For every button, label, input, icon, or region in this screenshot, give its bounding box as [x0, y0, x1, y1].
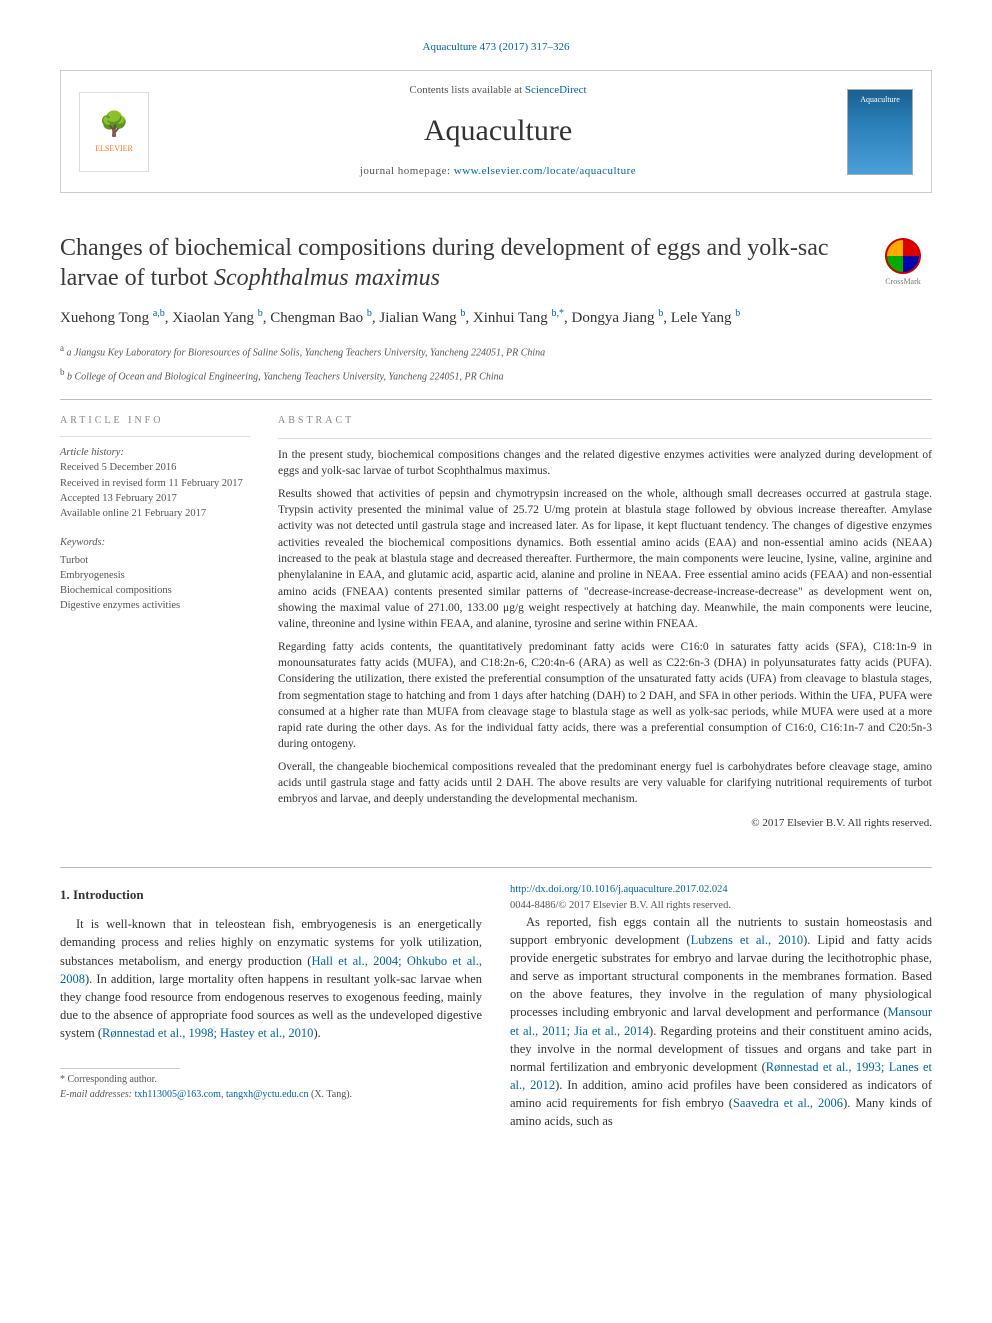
abstract-heading: abstract: [278, 414, 932, 428]
affiliation-a: a a Jiangsu Key Laboratory for Bioresour…: [60, 342, 932, 360]
sciencedirect-link[interactable]: ScienceDirect: [525, 84, 587, 96]
abstract-p3: Regarding fatty acids contents, the quan…: [278, 639, 932, 753]
intro-p1: It is well-known that in teleostean fish…: [60, 915, 482, 1042]
keyword-3: Digestive enzymes activities: [60, 598, 250, 613]
email-link-1[interactable]: txh113005@163.com: [135, 1089, 221, 1100]
email-label: E-mail addresses:: [60, 1089, 135, 1100]
elsevier-logo: 🌳 ELSEVIER: [79, 92, 149, 172]
history-label: Article history:: [60, 445, 250, 460]
article-info-rule: [60, 436, 250, 437]
contents-prefix: Contents lists available at: [409, 84, 524, 96]
elsevier-label: ELSEVIER: [95, 143, 133, 155]
article-info-heading: article info: [60, 414, 250, 429]
body-columns: 1. Introduction It is well-known that in…: [60, 882, 932, 1130]
abstract-p2: Results showed that activities of pepsin…: [278, 486, 932, 633]
intro-heading: 1. Introduction: [60, 886, 482, 905]
homepage-line: journal homepage: www.elsevier.com/locat…: [149, 164, 847, 180]
crossmark-badge[interactable]: CrossMark: [874, 233, 932, 291]
abstract-col: abstract In the present study, biochemic…: [278, 414, 932, 838]
abstract-copyright: © 2017 Elsevier B.V. All rights reserved…: [278, 816, 932, 832]
email-link-2[interactable]: tangxh@yctu.edu.cn: [226, 1089, 309, 1100]
doi-block: http://dx.doi.org/10.1016/j.aquaculture.…: [510, 882, 932, 912]
article-info-col: article info Article history: Received 5…: [60, 414, 250, 838]
keyword-2: Biochemical compositions: [60, 583, 250, 598]
keyword-0: Turbot: [60, 553, 250, 568]
crossmark-label: CrossMark: [885, 276, 921, 288]
history-received: Received 5 December 2016: [60, 460, 250, 475]
crossmark-icon: [885, 238, 921, 274]
history-accepted: Accepted 13 February 2017: [60, 491, 250, 506]
corr-emails: E-mail addresses: txh113005@163.com, tan…: [60, 1088, 482, 1103]
doi-link[interactable]: http://dx.doi.org/10.1016/j.aquaculture.…: [510, 884, 728, 895]
journal-cover-thumb: Aquaculture: [847, 89, 913, 175]
authors-list: Xuehong Tong a,b, Xiaolan Yang b, Chengm…: [60, 307, 932, 330]
history-online: Available online 21 February 2017: [60, 506, 250, 521]
intro-p2: As reported, fish eggs contain all the n…: [510, 913, 932, 1131]
email-suffix: (X. Tang).: [309, 1089, 353, 1100]
journal-name: Aquaculture: [149, 109, 847, 153]
article-title: Changes of biochemical compositions duri…: [60, 233, 854, 293]
affiliation-b: b b College of Ocean and Biological Engi…: [60, 366, 932, 384]
homepage-prefix: journal homepage:: [360, 165, 454, 177]
corr-author-label: * Corresponding author.: [60, 1073, 482, 1088]
abstract-p4: Overall, the changeable biochemical comp…: [278, 759, 932, 808]
abstract-p1: In the present study, biochemical compos…: [278, 447, 932, 480]
rule-bottom: [60, 867, 932, 868]
abstract-rule: [278, 438, 932, 439]
contents-line: Contents lists available at ScienceDirec…: [149, 83, 847, 99]
issn-line: 0044-8486/© 2017 Elsevier B.V. All right…: [510, 900, 731, 911]
journal-header: 🌳 ELSEVIER Contents lists available at S…: [60, 70, 932, 193]
journal-reference: Aquaculture 473 (2017) 317–326: [60, 40, 932, 56]
corresponding-footnote: * Corresponding author. E-mail addresses…: [60, 1068, 482, 1102]
rule-top: [60, 399, 932, 400]
history-revised: Received in revised form 11 February 201…: [60, 476, 250, 491]
keyword-1: Embryogenesis: [60, 568, 250, 583]
affiliations-block: a a Jiangsu Key Laboratory for Bioresour…: [60, 342, 932, 385]
homepage-link[interactable]: www.elsevier.com/locate/aquaculture: [454, 165, 636, 177]
keywords-label: Keywords:: [60, 535, 250, 550]
elsevier-tree-icon: 🌳: [99, 108, 129, 143]
